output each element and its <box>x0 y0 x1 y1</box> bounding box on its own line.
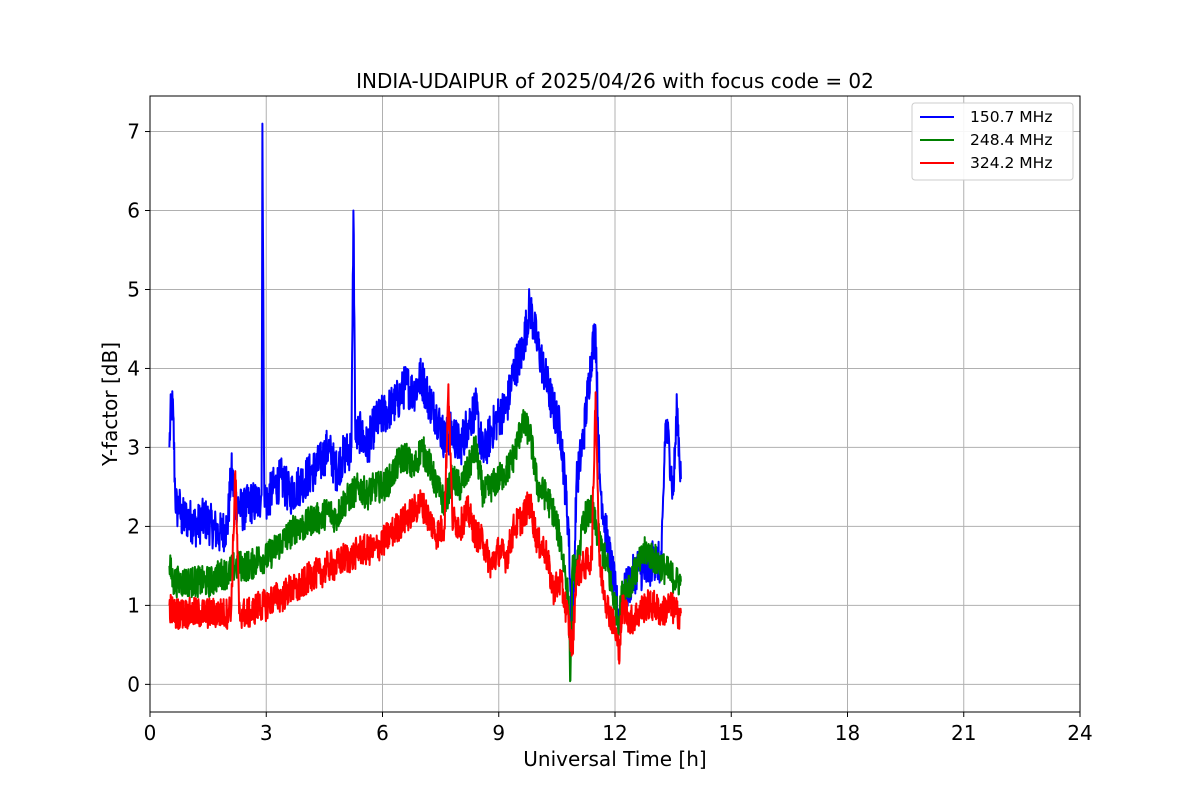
legend-label: 324.2 MHz <box>970 154 1052 172</box>
y-tick-label: 5 <box>127 277 140 301</box>
legend-label: 248.4 MHz <box>970 131 1052 149</box>
x-tick-label: 0 <box>144 721 157 745</box>
x-tick-label: 15 <box>719 721 744 745</box>
x-axis-label: Universal Time [h] <box>523 747 706 771</box>
series-line-3 <box>168 383 682 665</box>
y-tick-label: 1 <box>127 593 140 617</box>
y-tick-label: 3 <box>127 435 140 459</box>
legend-label: 150.7 MHz <box>970 108 1052 126</box>
legend-box <box>911 102 1074 181</box>
series-line-1 <box>168 122 682 654</box>
x-tick-label: 18 <box>835 721 860 745</box>
y-tick-label: 0 <box>127 672 140 696</box>
series-group <box>168 122 682 683</box>
y-axis-label: Y-factor [dB] <box>98 342 122 467</box>
legend: 150.7 MHz 248.4 MHz 324.2 MHz <box>911 102 1074 181</box>
y-tick-label: 4 <box>127 356 140 380</box>
x-tick-label: 24 <box>1067 721 1092 745</box>
chart-title: INDIA-UDAIPUR of 2025/04/26 with focus c… <box>356 69 874 93</box>
series-line-2 <box>168 409 682 683</box>
x-tick-label: 12 <box>602 721 627 745</box>
x-tick-label: 21 <box>951 721 976 745</box>
x-tick-label: 6 <box>376 721 389 745</box>
y-tick-label: 2 <box>127 514 140 538</box>
y-tick-label: 6 <box>127 199 140 223</box>
x-tick-label: 3 <box>260 721 273 745</box>
x-tick-label: 9 <box>492 721 505 745</box>
y-tick-label: 7 <box>127 120 140 144</box>
